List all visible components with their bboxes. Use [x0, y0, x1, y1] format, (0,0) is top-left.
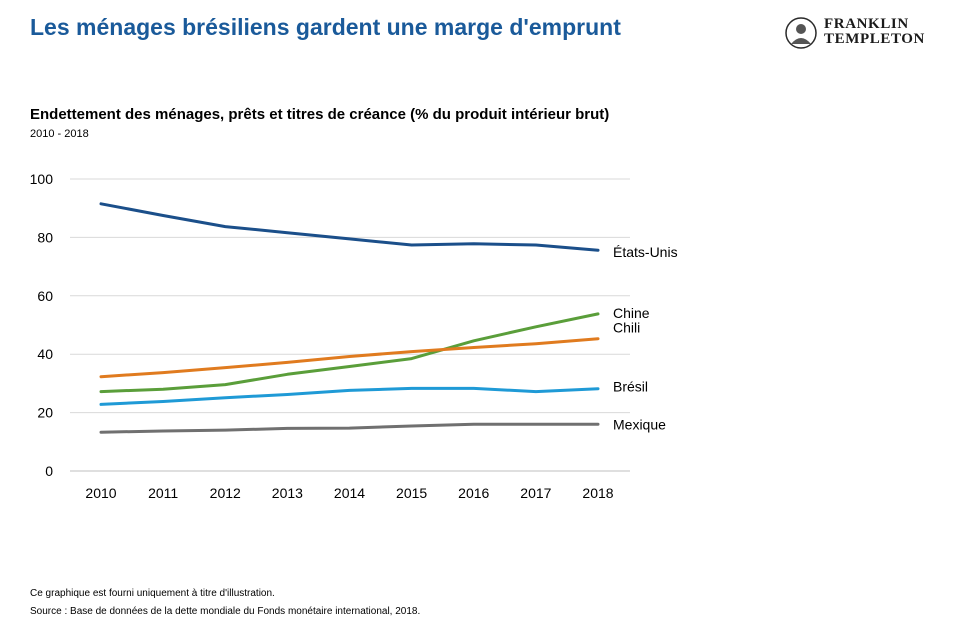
series-label: Brésil	[613, 379, 648, 395]
x-tick-label: 2013	[272, 485, 303, 501]
series-line	[99, 312, 600, 394]
series-label: Mexique	[613, 416, 666, 432]
x-tick-label: 2012	[210, 485, 241, 501]
x-tick-label: 2018	[582, 485, 613, 501]
x-tick-label: 2011	[148, 485, 178, 501]
franklin-templeton-logo: FRANKLIN TEMPLETON	[784, 16, 934, 50]
footnote-note: Ce graphique est fourni uniquement à tit…	[30, 588, 275, 599]
logo-line-1: FRANKLIN	[824, 16, 909, 32]
chart-title: Endettement des ménages, prêts et titres…	[30, 106, 610, 123]
y-tick-label: 40	[37, 346, 53, 362]
x-tick-label: 2015	[396, 485, 427, 501]
y-tick-label: 0	[45, 463, 53, 479]
logo-wordmark: FRANKLIN TEMPLETON	[824, 17, 925, 47]
series-line	[99, 422, 600, 434]
x-tick-label: 2016	[458, 485, 489, 501]
y-tick-label: 60	[37, 288, 53, 304]
y-tick-label: 80	[37, 229, 53, 245]
series-label: États-Unis	[613, 244, 678, 260]
y-tick-label: 20	[37, 405, 53, 421]
portrait-seal-icon	[785, 17, 817, 49]
series-line	[99, 386, 600, 406]
series-line	[99, 337, 600, 379]
x-tick-label: 2017	[520, 485, 551, 501]
logo-line-2: TEMPLETON	[824, 31, 925, 47]
x-tick-label: 2014	[334, 485, 365, 501]
footnote-source: Source : Base de données de la dette mon…	[30, 606, 421, 617]
y-tick-label: 100	[30, 171, 54, 187]
series-line	[99, 202, 600, 252]
series-label: Chili	[613, 320, 640, 336]
series-label: Chine	[613, 305, 650, 321]
page-title: Les ménages brésiliens gardent une marge…	[30, 14, 621, 40]
chart-subtitle: 2010 - 2018	[30, 128, 89, 140]
x-tick-label: 2010	[85, 485, 116, 501]
